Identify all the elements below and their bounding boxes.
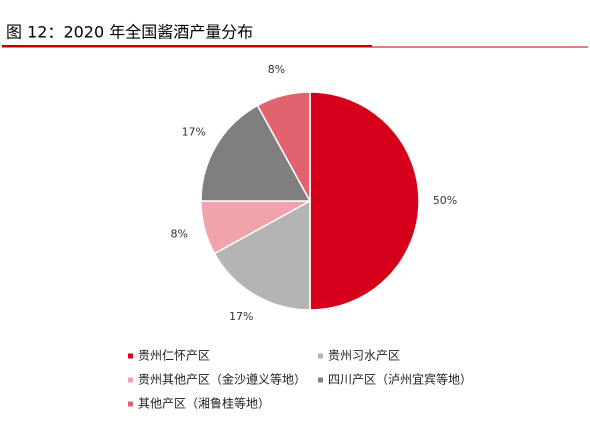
pie-slice: [256, 91, 311, 202]
legend-marker: [128, 353, 133, 359]
legend-label: 贵州仁怀产区: [138, 349, 210, 363]
legend-label: 四川产区（泸州宜宾等地）: [328, 372, 472, 387]
data-label: 17%: [229, 310, 253, 323]
pie-slice: [200, 104, 312, 202]
legend-marker: [318, 353, 323, 359]
data-label: 17%: [182, 125, 206, 138]
legend-label: 其他产区（湘鲁桂等地）: [138, 396, 270, 411]
legend-marker: [128, 401, 133, 407]
data-label: 8%: [171, 228, 188, 241]
legend-marker: [128, 377, 133, 383]
pie-slice: [213, 199, 311, 311]
pie-slice: [309, 91, 420, 311]
chart-title: 图 12：2020 年全国酱酒产量分布: [6, 23, 253, 42]
legend-label: 贵州习水产区: [328, 349, 400, 363]
data-label: 8%: [268, 63, 285, 76]
legend-marker: [318, 377, 323, 383]
data-label: 50%: [433, 194, 457, 207]
legend-label: 贵州其他产区（金沙遵义等地）: [138, 372, 306, 387]
